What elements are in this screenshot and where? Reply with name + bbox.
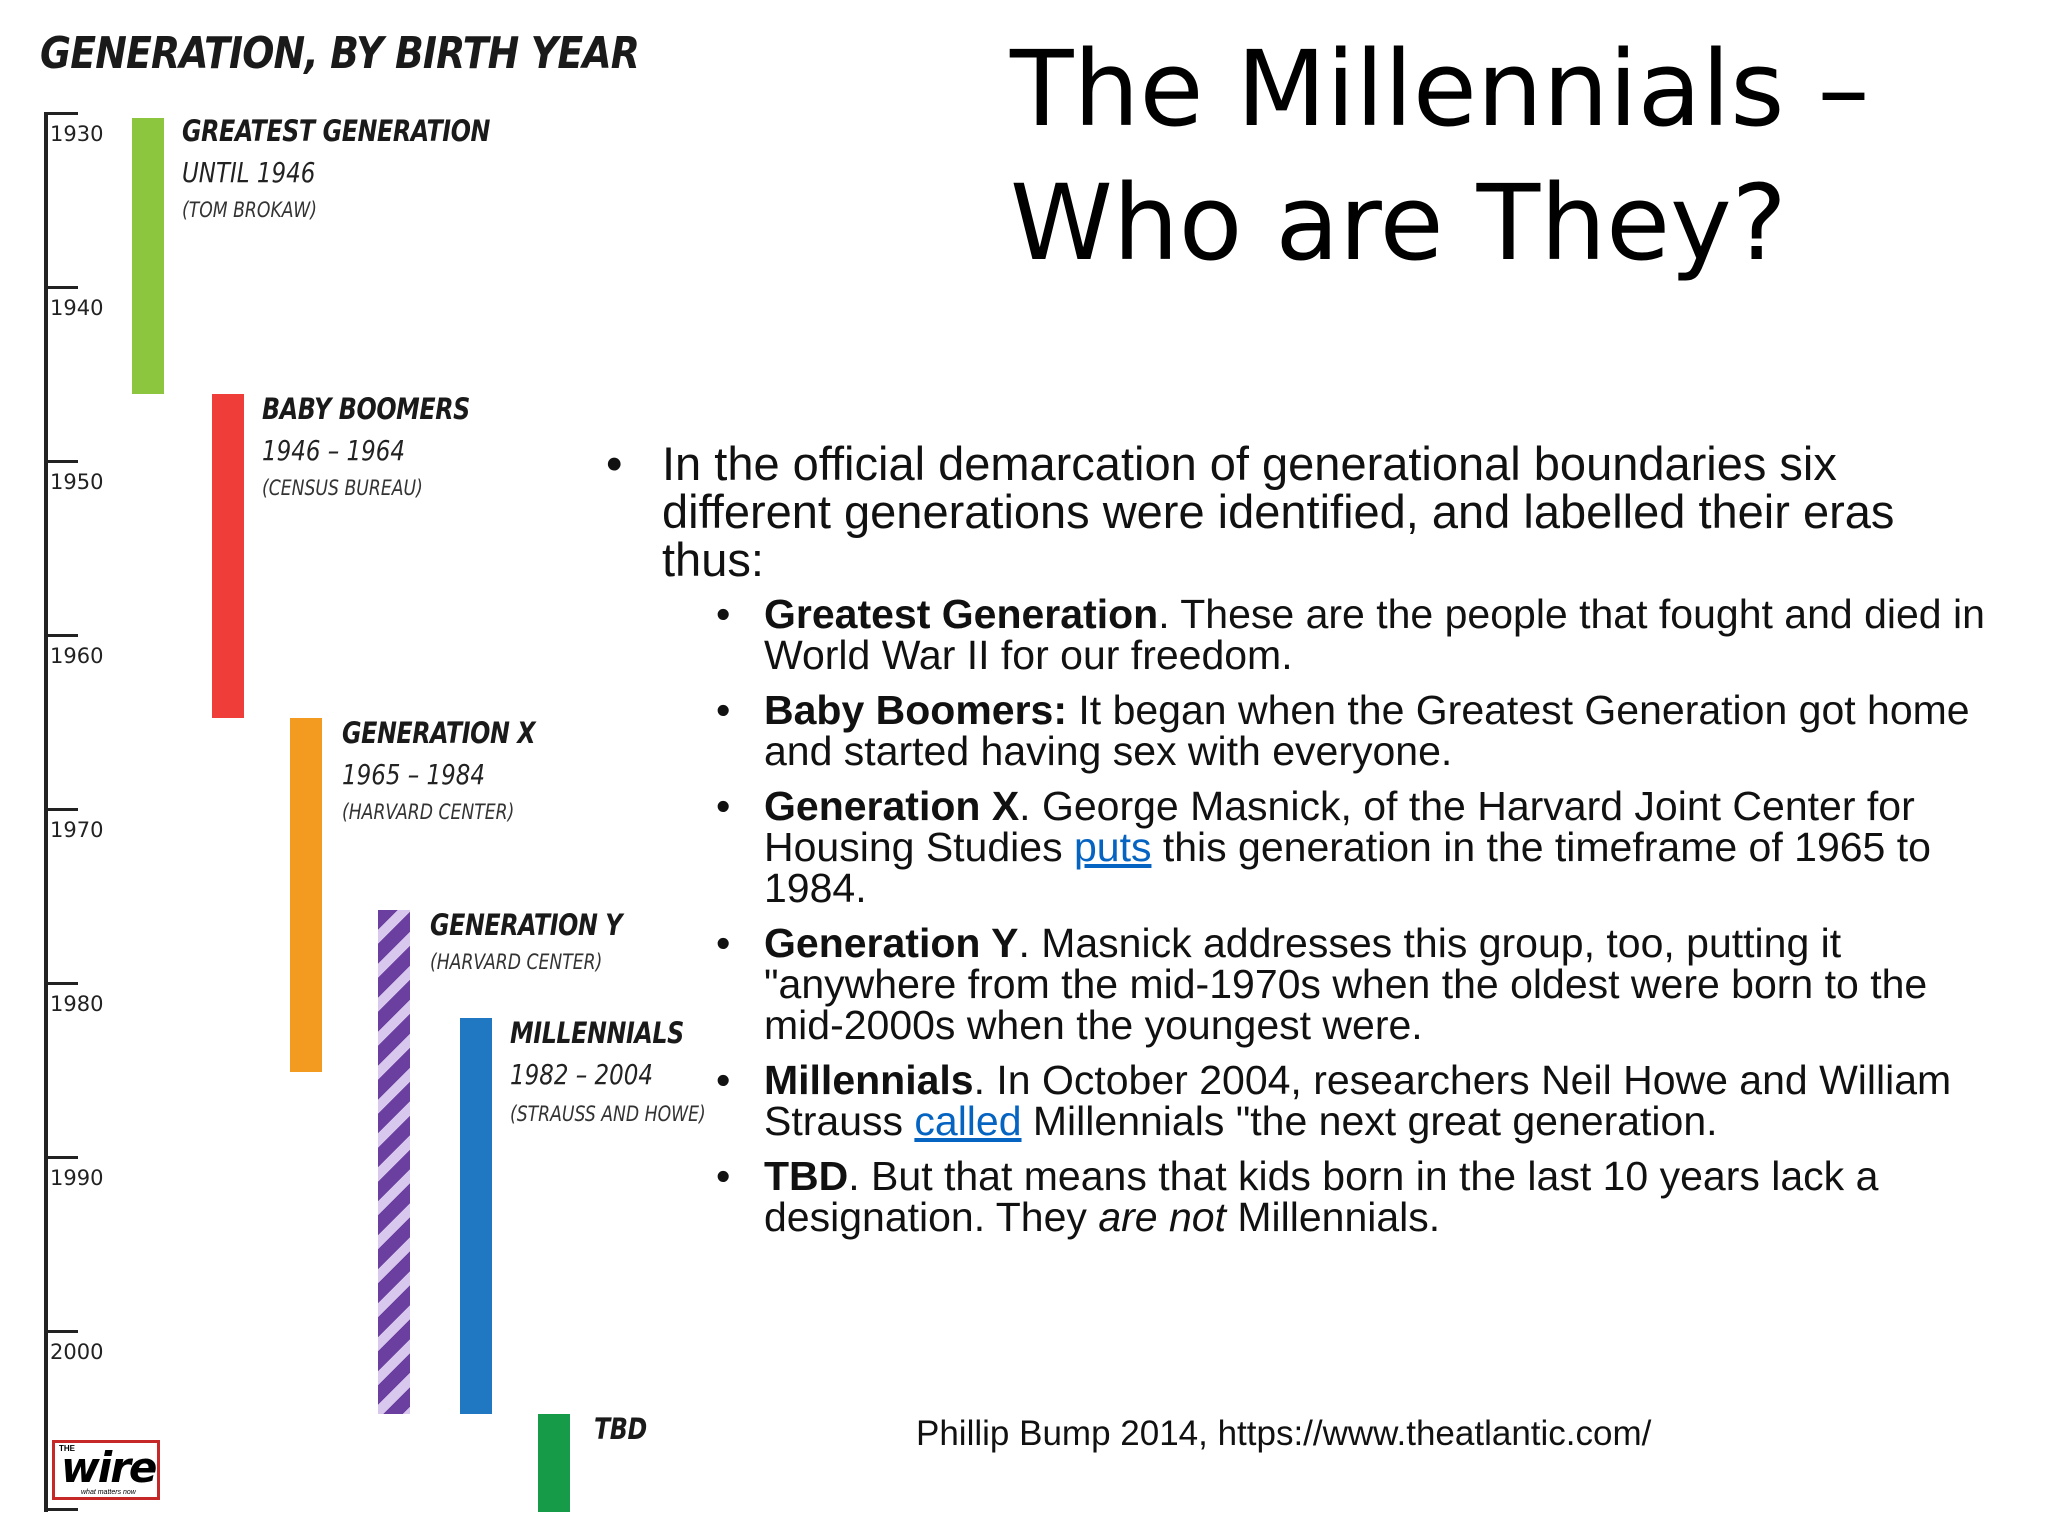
item-text: . But that means that kids born in the l…	[764, 1153, 1879, 1240]
bar-tbd	[538, 1414, 570, 1512]
item-text: . Masnick addresses this group, too, put…	[764, 920, 1928, 1048]
tick-label-1990: 1990	[50, 1166, 104, 1190]
item-bold: TBD	[764, 1153, 849, 1199]
tick-label-1950: 1950	[50, 470, 104, 494]
item-text: It began when the Greatest Generation go…	[764, 687, 1970, 774]
citation: Phillip Bump 2014, https://www.theatlant…	[916, 1414, 1652, 1453]
tick-2000	[44, 1330, 78, 1333]
list-item-greatest: Greatest Generation. These are the peopl…	[716, 591, 1986, 678]
slide-body: In the official demarcation of generatio…	[606, 440, 1986, 1252]
gen-source-gen-y: (HARVARD CENTER)	[430, 950, 603, 974]
bar-generation-x	[290, 718, 322, 1072]
gen-range-gen-x: 1965 – 1984	[342, 758, 485, 791]
list-item-tbd: TBD. But that means that kids born in th…	[716, 1153, 1986, 1240]
bar-greatest-generation	[132, 118, 164, 394]
tick-1950	[44, 460, 78, 463]
gen-range-millennials: 1982 – 2004	[510, 1058, 653, 1091]
intro-text: In the official demarcation of generatio…	[662, 437, 1895, 586]
item-bold: Millennials	[764, 1057, 974, 1103]
logo-word: wire	[61, 1443, 157, 1492]
timeline-title: GENERATION, BY BIRTH YEAR	[40, 28, 640, 79]
item-text: . In October 2004, researchers Neil Howe…	[764, 1057, 1952, 1144]
called-link[interactable]: called	[914, 1098, 1022, 1144]
tick-1980	[44, 982, 78, 985]
intro-bullet: In the official demarcation of generatio…	[606, 440, 1986, 584]
item-bold: Generation X	[764, 783, 1020, 829]
item-text: Millennials "the next great generation.	[1021, 1098, 1718, 1144]
tick-label-1940: 1940	[50, 296, 104, 320]
tick-1960	[44, 634, 78, 637]
tick-label-1930: 1930	[50, 122, 104, 146]
tick-1940	[44, 286, 78, 289]
tick-label-1980: 1980	[50, 992, 104, 1016]
slide-title-line-1: The Millennials –	[1010, 28, 1870, 150]
item-bold: Greatest Generation	[764, 591, 1159, 637]
gen-range-greatest: UNTIL 1946	[182, 156, 316, 189]
gen-name-boomers: BABY BOOMERS	[262, 392, 470, 426]
tick-end	[44, 1508, 78, 1511]
generation-list: Greatest Generation. These are the peopl…	[606, 594, 1986, 1238]
gen-source-boomers: (CENSUS BUREAU)	[262, 476, 423, 500]
item-text: this generation in the timeframe of 1965…	[764, 824, 1931, 911]
timeline-axis	[44, 112, 48, 1512]
gen-name-greatest: GREATEST GENERATION	[182, 114, 491, 148]
gen-name-tbd: TBD	[594, 1412, 647, 1446]
tick-1970	[44, 808, 78, 811]
tick-1930	[44, 112, 78, 115]
slide-title: The Millennials – Who are They?	[1010, 22, 2010, 290]
gen-source-gen-x: (HARVARD CENTER)	[342, 800, 515, 824]
gen-source-millennials: (STRAUSS AND HOWE)	[510, 1102, 706, 1126]
tick-1990	[44, 1156, 78, 1159]
tick-label-2000: 2000	[50, 1340, 104, 1364]
list-item-gen-x: Generation X. George Masnick, of the Har…	[716, 783, 1986, 911]
item-text: . These are the people that fought and d…	[764, 591, 1985, 678]
gen-range-boomers: 1946 – 1964	[262, 434, 405, 467]
list-item-boomers: Baby Boomers: It began when the Greatest…	[716, 687, 1986, 774]
wire-logo: THE wire what matters now	[52, 1440, 160, 1500]
logo-the: THE	[59, 1444, 75, 1453]
logo-tagline: what matters now	[81, 1489, 136, 1496]
item-text: Millennials.	[1225, 1194, 1441, 1240]
bar-generation-y	[378, 910, 410, 1414]
puts-link[interactable]: puts	[1073, 824, 1152, 870]
tick-label-1970: 1970	[50, 818, 104, 842]
slide-title-line-2: Who are They?	[1010, 162, 1787, 284]
generation-timeline: GENERATION, BY BIRTH YEAR 1930 1940 1950…	[0, 0, 706, 1536]
item-bold: Baby Boomers:	[764, 687, 1068, 733]
item-text: . George Masnick, of the Harvard Joint C…	[764, 783, 1915, 870]
list-item-gen-y: Generation Y. Masnick addresses this gro…	[716, 920, 1986, 1048]
gen-name-millennials: MILLENNIALS	[510, 1016, 684, 1050]
gen-source-greatest: (TOM BROKAW)	[182, 198, 317, 222]
item-bold: Generation Y	[764, 920, 1019, 966]
item-emphasis: are not	[1098, 1194, 1226, 1240]
list-item-millennials: Millennials. In October 2004, researcher…	[716, 1057, 1986, 1144]
tick-label-1960: 1960	[50, 644, 104, 668]
bar-baby-boomers	[212, 394, 244, 718]
gen-name-gen-y: GENERATION Y	[430, 908, 623, 942]
bar-millennials	[460, 1018, 492, 1414]
gen-name-gen-x: GENERATION X	[342, 716, 536, 750]
